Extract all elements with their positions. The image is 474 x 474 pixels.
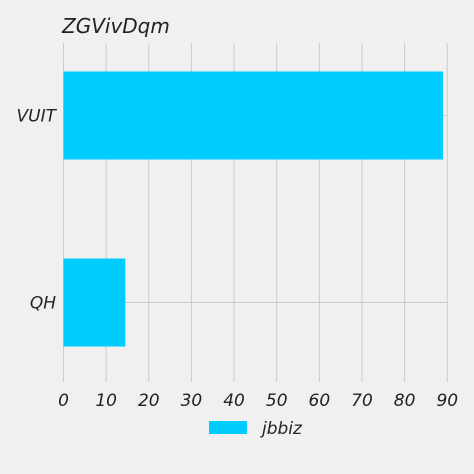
x-tick-label: 20 — [138, 391, 160, 411]
y-tick-labels: VUIT QH — [17, 107, 58, 314]
x-tick-label: 90 — [436, 391, 458, 411]
bars — [63, 71, 443, 347]
y-tick-label: QH — [30, 294, 56, 314]
bar-vuit — [63, 71, 443, 160]
x-tick-label: 50 — [266, 391, 288, 411]
x-tick-label: 0 — [58, 391, 69, 411]
x-tick-labels: 0 10 20 30 40 50 60 70 80 90 — [58, 391, 458, 411]
x-tick-label: 10 — [95, 391, 117, 411]
x-tick-label: 30 — [181, 391, 203, 411]
x-tick-label: 60 — [309, 391, 331, 411]
legend-swatch — [209, 421, 247, 434]
legend: jbbiz — [209, 419, 303, 439]
x-tick-label: 70 — [351, 391, 373, 411]
chart-title: ZGVivDqm — [61, 14, 170, 38]
x-tick-label: 80 — [394, 391, 416, 411]
x-tick-label: 40 — [223, 391, 245, 411]
legend-label: jbbiz — [260, 419, 303, 439]
y-tick-label: VUIT — [17, 107, 58, 127]
bar-qh — [63, 258, 126, 347]
